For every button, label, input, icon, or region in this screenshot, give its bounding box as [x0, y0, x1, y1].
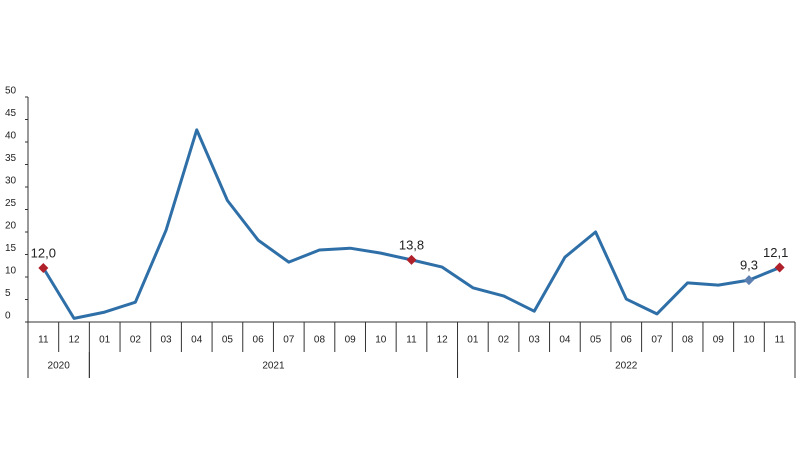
- y-tick-label: 15: [5, 243, 17, 254]
- point-marker: [774, 262, 785, 273]
- y-tick-label: 25: [5, 198, 17, 209]
- x-tick-label: 05: [590, 335, 602, 346]
- x-tick-label: 11: [38, 335, 49, 346]
- y-tick-label: 30: [5, 176, 17, 187]
- y-tick-label: 20: [5, 221, 17, 232]
- x-tick-label: 10: [375, 335, 387, 346]
- x-tick-label: 01: [467, 335, 479, 346]
- x-tick-label: 07: [651, 335, 663, 346]
- x-tick-label: 09: [713, 335, 725, 346]
- x-tick-label: 12: [437, 335, 449, 346]
- x-group-label: 2020: [48, 361, 71, 372]
- x-tick-label: 05: [222, 335, 234, 346]
- point-marker: [38, 263, 49, 273]
- data-label: 9,3: [740, 258, 758, 273]
- x-tick-label: 09: [345, 335, 357, 346]
- point-marker: [743, 275, 754, 286]
- y-tick-label: 5: [5, 288, 11, 299]
- point-marker: [406, 254, 417, 265]
- y-tick-label: 0: [5, 311, 11, 322]
- data-label: 13,8: [399, 237, 424, 252]
- x-tick-label: 03: [160, 335, 172, 346]
- x-group-label: 2022: [615, 361, 638, 372]
- x-tick-label: 11: [406, 335, 417, 346]
- x-tick-label: 04: [191, 335, 203, 346]
- x-tick-label: 04: [559, 335, 571, 346]
- x-tick-label: 06: [253, 335, 265, 346]
- y-tick-label: 50: [5, 86, 17, 97]
- x-tick-label: 06: [621, 335, 633, 346]
- x-tick-label: 12: [68, 335, 80, 346]
- y-tick-label: 10: [5, 266, 17, 277]
- x-tick-label: 10: [743, 335, 755, 346]
- x-tick-label: 08: [314, 335, 326, 346]
- x-tick-label: 07: [283, 335, 295, 346]
- x-tick-label: 03: [529, 335, 541, 346]
- y-tick-label: 40: [5, 131, 17, 142]
- x-tick-label: 01: [99, 335, 111, 346]
- x-tick-label: 02: [130, 335, 142, 346]
- y-tick-label: 45: [5, 108, 17, 119]
- x-tick-label: 02: [498, 335, 510, 346]
- x-tick-label: 11: [774, 335, 785, 346]
- data-label: 12,1: [763, 245, 788, 260]
- data-line: [42, 128, 781, 320]
- data-label: 12,0: [31, 245, 56, 260]
- x-group-label: 2021: [262, 361, 285, 372]
- x-tick-label: 08: [682, 335, 694, 346]
- y-tick-label: 35: [5, 153, 17, 164]
